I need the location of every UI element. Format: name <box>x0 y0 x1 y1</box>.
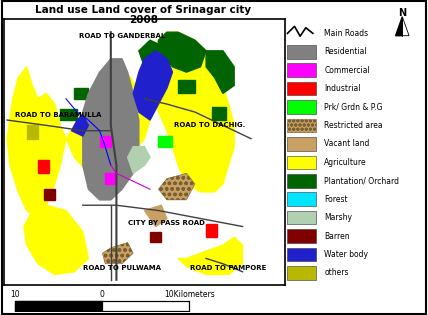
Bar <box>288 82 316 95</box>
Bar <box>288 119 316 132</box>
Polygon shape <box>38 160 49 173</box>
Polygon shape <box>66 67 150 179</box>
Text: Prk/ Grdn & P.G: Prk/ Grdn & P.G <box>324 103 383 112</box>
Text: Commercial: Commercial <box>324 66 370 75</box>
Polygon shape <box>139 40 161 67</box>
Polygon shape <box>102 301 189 311</box>
Text: Forest: Forest <box>324 195 348 204</box>
Text: ROAD TO GANDERBAL: ROAD TO GANDERBAL <box>79 33 165 39</box>
Bar <box>288 45 316 59</box>
Polygon shape <box>178 80 195 94</box>
Polygon shape <box>206 224 217 237</box>
Polygon shape <box>44 189 55 200</box>
Text: CITY BY PASS ROAD: CITY BY PASS ROAD <box>128 220 205 226</box>
Bar <box>288 137 316 151</box>
Text: ROAD TO PAMPORE: ROAD TO PAMPORE <box>190 265 267 271</box>
Text: Vacant land: Vacant land <box>324 140 369 148</box>
Text: Barren: Barren <box>324 232 350 241</box>
Polygon shape <box>24 205 88 274</box>
Text: Land use Land cover of Srinagar city: Land use Land cover of Srinagar city <box>36 5 251 15</box>
Polygon shape <box>71 115 88 136</box>
Polygon shape <box>102 243 133 264</box>
Bar <box>288 100 316 114</box>
Polygon shape <box>7 67 66 219</box>
Bar <box>288 229 316 243</box>
Text: others: others <box>324 268 349 278</box>
Bar <box>288 156 316 169</box>
Text: Plantation/ Orchard: Plantation/ Orchard <box>324 176 399 185</box>
Polygon shape <box>145 32 234 192</box>
Text: Marshy: Marshy <box>324 213 352 222</box>
Text: 10: 10 <box>11 290 20 299</box>
Polygon shape <box>158 173 195 200</box>
Polygon shape <box>83 59 139 200</box>
Text: Water body: Water body <box>324 250 368 259</box>
Bar <box>288 63 316 77</box>
Text: 0: 0 <box>100 290 105 299</box>
Polygon shape <box>150 232 161 243</box>
Text: ROAD TO DACHIG.: ROAD TO DACHIG. <box>174 122 245 129</box>
Polygon shape <box>128 147 150 173</box>
Text: 10Kilometers: 10Kilometers <box>164 290 215 299</box>
Polygon shape <box>100 136 111 147</box>
Bar <box>288 174 316 188</box>
Text: ROAD TO PULWAMA: ROAD TO PULWAMA <box>83 265 161 271</box>
Polygon shape <box>402 17 409 36</box>
Bar <box>288 211 316 225</box>
Polygon shape <box>158 136 172 147</box>
Bar <box>288 248 316 261</box>
Text: Main Roads: Main Roads <box>324 29 368 38</box>
Polygon shape <box>74 88 88 99</box>
Text: Residential: Residential <box>324 47 367 56</box>
Polygon shape <box>133 51 172 120</box>
Polygon shape <box>206 51 234 94</box>
Text: ROAD TO BARAMULLA: ROAD TO BARAMULLA <box>15 112 102 118</box>
Text: Restricted area: Restricted area <box>324 121 383 130</box>
Bar <box>288 192 316 206</box>
Text: Agriculture: Agriculture <box>324 158 367 167</box>
Bar <box>288 266 316 280</box>
Polygon shape <box>15 301 102 311</box>
Text: 2008: 2008 <box>129 15 158 25</box>
Polygon shape <box>158 32 206 72</box>
Polygon shape <box>212 107 226 120</box>
Polygon shape <box>60 109 77 120</box>
Text: Industrial: Industrial <box>324 84 361 93</box>
Polygon shape <box>145 205 167 226</box>
Polygon shape <box>27 125 38 139</box>
Text: N: N <box>398 8 406 18</box>
Polygon shape <box>395 17 402 36</box>
Polygon shape <box>105 173 116 184</box>
Polygon shape <box>178 237 243 274</box>
